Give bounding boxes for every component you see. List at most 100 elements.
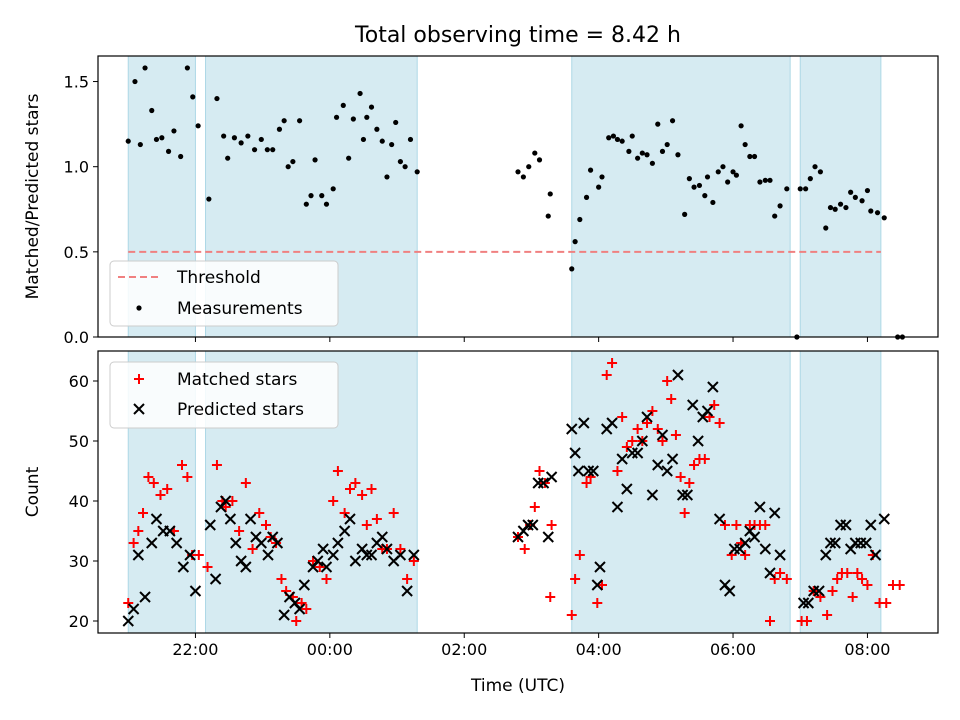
matched-star-point — [162, 484, 173, 494]
predicted-star-point — [569, 447, 581, 459]
matched-star-point — [881, 598, 892, 608]
measurement-point — [142, 65, 148, 71]
predicted-star-point — [646, 489, 659, 501]
measurement-point — [251, 147, 258, 153]
predicted-star-point — [230, 537, 242, 549]
measurement-point — [330, 186, 336, 192]
predicted-star-point — [189, 585, 202, 597]
predicted-star-point — [177, 561, 190, 573]
matched-star-point — [581, 478, 592, 488]
measurement-point — [195, 123, 201, 129]
measurement-point — [767, 177, 773, 183]
predicted-star-point — [754, 501, 766, 513]
measurement-point — [848, 189, 854, 195]
legend-matched-swatch — [134, 374, 144, 384]
predicted-star-point — [298, 579, 311, 591]
measurement-point — [153, 136, 160, 143]
matched-star-point — [345, 484, 355, 494]
measurement-point — [635, 155, 641, 161]
predicted-star-point — [797, 597, 810, 609]
predicted-star-point — [381, 543, 393, 555]
matched-star-point — [862, 580, 873, 590]
predicted-star-point — [582, 465, 595, 477]
measurement-point — [772, 213, 778, 219]
measurement-point — [402, 164, 408, 170]
matched-star-point — [366, 484, 377, 494]
measurement-point — [303, 201, 309, 207]
matched-star-point — [402, 574, 413, 584]
measurement-point — [868, 208, 874, 214]
measurement-point — [374, 126, 380, 132]
predicted-star-point — [652, 459, 664, 471]
measurement-point — [350, 116, 356, 122]
matched-star-point — [240, 478, 251, 488]
measurement-point — [803, 186, 809, 192]
measurement-point — [276, 126, 283, 132]
measurement-point — [655, 121, 661, 127]
predicted-star-point — [865, 519, 877, 531]
measurement-point — [414, 169, 420, 175]
predicted-star-point — [278, 609, 290, 621]
predicted-star-point — [636, 435, 649, 447]
matched-star-point — [177, 460, 187, 470]
chart-title: Total observing time = 8.42 h — [354, 23, 681, 48]
measurement-point — [368, 104, 375, 110]
matched-star-point — [801, 616, 812, 626]
matched-star-point — [592, 598, 603, 608]
matched-star-point — [133, 526, 144, 536]
predicted-star-point — [672, 369, 684, 381]
predicted-star-point — [146, 537, 158, 549]
predicted-star-point — [127, 603, 140, 615]
predicted-star-point — [204, 519, 216, 531]
measurement-point — [784, 186, 790, 192]
matched-star-point — [395, 544, 406, 554]
measurement-point — [171, 128, 177, 134]
predicted-star-point — [338, 525, 351, 537]
predicted-star-point — [262, 549, 274, 561]
predicted-star-point — [376, 531, 388, 543]
predicted-star-point — [774, 549, 786, 561]
measurement-point — [206, 196, 212, 202]
y-tick-label: 60 — [69, 372, 89, 391]
predicted-star-point — [332, 537, 344, 549]
matched-star-point — [182, 472, 193, 482]
measurement-point — [312, 157, 318, 163]
predicted-star-point — [527, 519, 539, 531]
measurement-point — [264, 147, 270, 153]
predicted-star-point — [748, 531, 761, 543]
measurement-point — [702, 193, 708, 199]
legend-box — [109, 361, 339, 429]
matched-star-point — [371, 514, 382, 524]
measurement-point — [610, 133, 617, 139]
predicted-star-point — [349, 555, 362, 567]
matched-star-point — [621, 442, 632, 452]
matched-star-point — [155, 490, 166, 500]
predicted-star-point — [122, 615, 134, 627]
matched-star-point — [301, 604, 312, 614]
legend: Matched stars Predicted stars — [109, 361, 339, 429]
matched-star-point — [138, 508, 149, 518]
matched-star-point — [601, 370, 612, 380]
predicted-star-point — [764, 567, 776, 579]
y-tick-label: 50 — [69, 432, 89, 451]
measurement-point — [281, 118, 287, 124]
predicted-star-point — [312, 555, 324, 567]
matched-star-point — [529, 502, 540, 512]
predicted-star-point — [578, 417, 590, 429]
legend-box — [109, 260, 339, 327]
matched-star-point — [852, 568, 863, 578]
predicted-star-point — [401, 585, 413, 597]
predicted-star-point — [606, 417, 618, 429]
matched-star-point — [847, 592, 858, 602]
matched-star-point — [321, 574, 332, 584]
predicted-star-point — [829, 537, 841, 549]
measurement-point — [297, 118, 303, 124]
matched-star-point — [566, 610, 577, 620]
predicted-star-point — [184, 549, 196, 561]
predicted-star-point — [572, 465, 585, 477]
predicted-star-point — [317, 543, 329, 555]
measurement-point — [696, 182, 703, 189]
predicted-star-point — [813, 585, 825, 597]
matched-star-point — [545, 592, 556, 602]
